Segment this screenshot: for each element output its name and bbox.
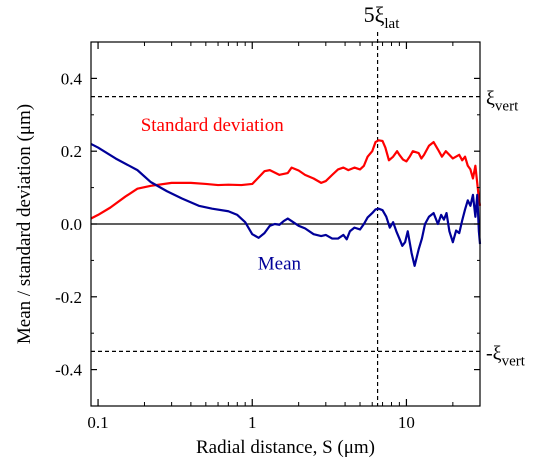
series-label-1: Mean	[258, 254, 302, 275]
y-tick-label-4: -0.4	[55, 361, 82, 380]
series-line-standard-deviation	[90, 139, 482, 220]
axis-labels: ξvert -ξvert 5ξlat Standard deviation Mean 0.…	[14, 2, 526, 458]
x-axis-title: Radial distance, S (μm)	[196, 437, 375, 458]
reference-label-1: -ξvert	[486, 342, 526, 369]
x-tick-label-0: 0.1	[87, 413, 108, 432]
y-tick-label-0: 0.4	[61, 69, 83, 88]
y-axis-title: Mean / standard deviation (μm)	[14, 104, 35, 344]
series-lines	[90, 139, 482, 267]
y-tick-label-3: -0.2	[55, 288, 82, 307]
series-line-mean	[90, 142, 482, 267]
y-tick-label-2: 0.0	[61, 215, 82, 234]
reference-label-0: ξvert	[486, 88, 519, 115]
x-tick-label-2: 10	[398, 413, 415, 432]
axis-ticks	[91, 41, 481, 407]
reference-lines	[91, 32, 480, 406]
x-tick-label-1: 1	[248, 413, 257, 432]
reference-label-2: 5ξlat	[364, 2, 401, 32]
y-tick-label-1: 0.2	[61, 142, 82, 161]
series-label-0: Standard deviation	[141, 115, 284, 136]
